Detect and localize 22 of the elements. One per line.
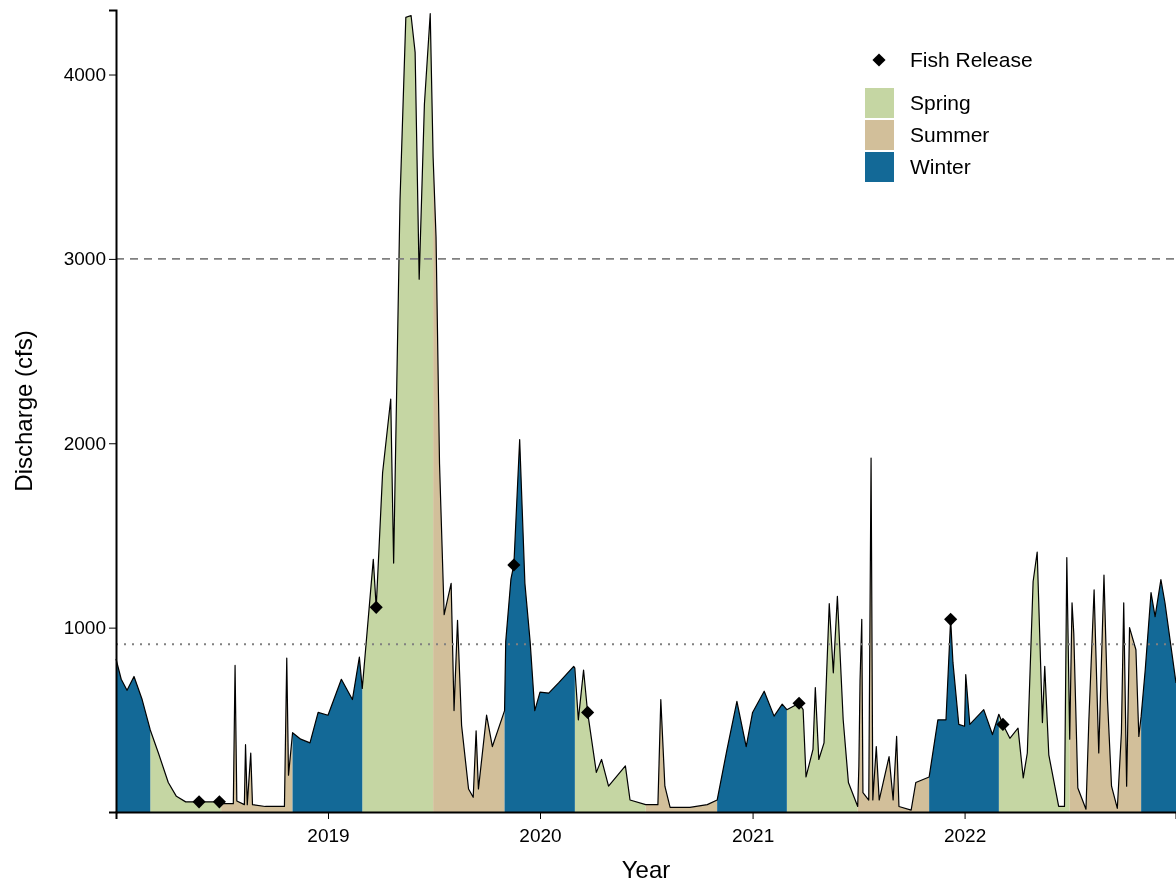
legend-label: Winter: [910, 155, 971, 179]
y-tick-label: 1000: [63, 617, 106, 639]
x-tick-label: 2022: [943, 824, 987, 846]
x-tick-label: 2021: [731, 824, 775, 846]
legend-label: Spring: [910, 91, 971, 115]
x-tick-label: 2020: [519, 824, 562, 846]
y-axis-title: Discharge (cfs): [10, 330, 37, 492]
point: [944, 612, 958, 626]
point: [581, 705, 595, 720]
point: [192, 795, 206, 809]
y-tick-label: 2000: [63, 432, 106, 454]
point: [369, 600, 383, 614]
legend-label: Summer: [910, 123, 990, 147]
x-tick-label: 2019: [307, 824, 350, 846]
y-tick-label: 4000: [63, 64, 106, 86]
legend-label: Fish Release: [910, 48, 1033, 72]
point: [792, 696, 806, 710]
y-tick-label: 3000: [63, 248, 106, 270]
point: [212, 795, 226, 809]
x-axis-title: Year: [621, 856, 671, 882]
point: [507, 558, 521, 572]
point: [996, 717, 1010, 731]
